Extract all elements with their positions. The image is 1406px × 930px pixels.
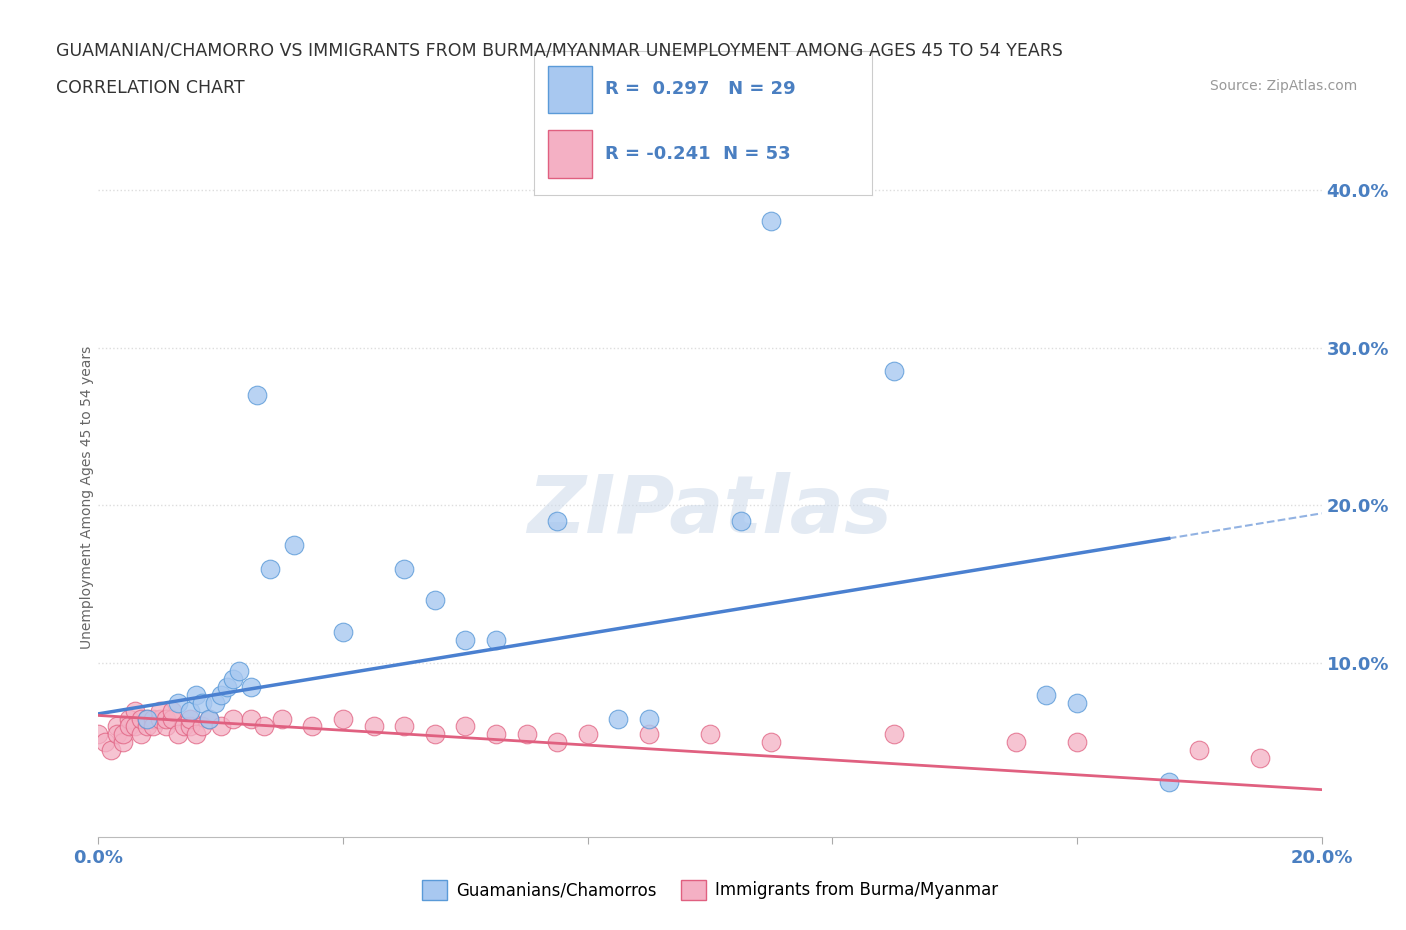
Text: ZIPatlas: ZIPatlas <box>527 472 893 551</box>
Point <box>160 711 183 726</box>
Point <box>136 711 159 726</box>
Point <box>546 735 568 750</box>
Point <box>105 719 128 734</box>
Point <box>240 680 263 695</box>
Point <box>111 735 134 750</box>
Point <box>155 719 177 734</box>
Point <box>699 727 721 742</box>
Point <box>1157 775 1180 790</box>
Point <box>142 711 165 726</box>
Point <box>1004 735 1026 750</box>
Point <box>637 727 661 742</box>
Point <box>1066 735 1088 750</box>
Point <box>454 719 477 734</box>
Point <box>93 735 115 750</box>
Point <box>87 727 110 742</box>
Point <box>759 214 782 229</box>
Point <box>607 711 630 726</box>
Point <box>100 743 122 758</box>
Point <box>179 711 201 726</box>
Point <box>485 727 508 742</box>
Text: Source: ZipAtlas.com: Source: ZipAtlas.com <box>1209 79 1357 93</box>
Point <box>240 711 263 726</box>
Point <box>883 727 905 742</box>
Point <box>270 711 292 726</box>
Point <box>118 719 141 734</box>
Text: R =  0.297   N = 29: R = 0.297 N = 29 <box>605 80 796 99</box>
Point <box>546 513 568 528</box>
Point <box>111 727 134 742</box>
Point <box>392 719 416 734</box>
Point <box>485 632 508 647</box>
Point <box>1188 743 1211 758</box>
FancyBboxPatch shape <box>548 130 592 178</box>
Text: CORRELATION CHART: CORRELATION CHART <box>56 79 245 97</box>
Point <box>124 703 146 718</box>
Point <box>454 632 477 647</box>
Point <box>228 664 250 679</box>
Point <box>191 696 214 711</box>
Point <box>142 719 165 734</box>
Point <box>215 680 238 695</box>
Point <box>222 671 245 686</box>
Point <box>167 696 190 711</box>
Point <box>204 696 226 711</box>
Point <box>209 687 232 702</box>
Point <box>173 719 195 734</box>
Point <box>363 719 385 734</box>
Point <box>883 364 905 379</box>
Point <box>186 687 208 702</box>
Point <box>155 711 177 726</box>
Text: R = -0.241  N = 53: R = -0.241 N = 53 <box>605 145 790 164</box>
Point <box>283 538 305 552</box>
Point <box>136 711 159 726</box>
Point <box>222 711 245 726</box>
Point <box>730 513 752 528</box>
Point <box>149 703 172 718</box>
Point <box>1249 751 1271 765</box>
Point <box>179 719 201 734</box>
Point <box>332 711 354 726</box>
Legend: Guamanians/Chamorros, Immigrants from Burma/Myanmar: Guamanians/Chamorros, Immigrants from Bu… <box>416 873 1004 907</box>
Point <box>576 727 599 742</box>
Text: GUAMANIAN/CHAMORRO VS IMMIGRANTS FROM BURMA/MYANMAR UNEMPLOYMENT AMONG AGES 45 T: GUAMANIAN/CHAMORRO VS IMMIGRANTS FROM BU… <box>56 42 1063 60</box>
Point <box>1035 687 1057 702</box>
Point <box>259 561 281 576</box>
Point <box>149 711 172 726</box>
Point <box>516 727 538 742</box>
Point <box>1066 696 1088 711</box>
Point <box>209 719 232 734</box>
Point <box>160 703 183 718</box>
Point <box>129 711 152 726</box>
Point <box>124 719 146 734</box>
Y-axis label: Unemployment Among Ages 45 to 54 years: Unemployment Among Ages 45 to 54 years <box>80 346 94 649</box>
Point <box>136 719 159 734</box>
Point <box>129 727 152 742</box>
Point <box>179 703 201 718</box>
Point <box>186 727 208 742</box>
Point <box>197 711 219 726</box>
Point <box>197 711 219 726</box>
Point <box>759 735 782 750</box>
Point <box>637 711 661 726</box>
Point <box>332 624 354 639</box>
Point <box>423 727 446 742</box>
Point <box>301 719 323 734</box>
Point <box>392 561 416 576</box>
Point <box>118 711 141 726</box>
Point <box>246 388 269 403</box>
Point <box>167 727 190 742</box>
Point <box>105 727 128 742</box>
Point <box>191 719 214 734</box>
FancyBboxPatch shape <box>548 65 592 113</box>
Point <box>252 719 274 734</box>
Point <box>423 592 446 607</box>
